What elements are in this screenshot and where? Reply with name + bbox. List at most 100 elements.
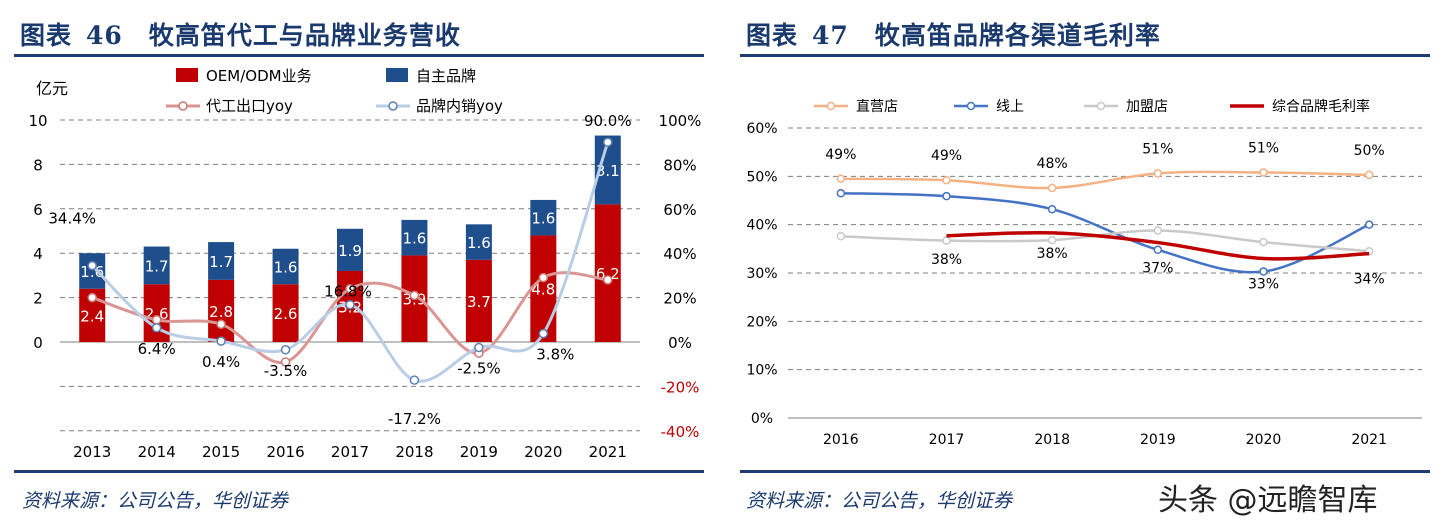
left-legend-label: 自主品牌 [416, 67, 476, 85]
right-y-tick: 10% [746, 363, 777, 379]
composite-label: 33% [1248, 277, 1279, 293]
oem-yoy-point [409, 290, 420, 301]
right-x-tick: 2019 [1140, 432, 1176, 448]
brand-yoy-point [538, 328, 549, 339]
right-y-tick: 0% [751, 411, 773, 427]
brand-yoy-label: -17.2% [388, 410, 441, 428]
composite-line [946, 230, 1370, 261]
left-y2-tick: 60% [663, 201, 696, 219]
left-x-tick: 2014 [138, 443, 176, 461]
right-y-tick: 40% [746, 218, 777, 234]
brand-bar-label: 1.9 [338, 242, 362, 260]
brand-bar [272, 248, 299, 285]
left-x-tick: 2016 [266, 443, 304, 461]
right-x-tick: 2020 [1246, 432, 1282, 448]
direct-store-point [1047, 183, 1057, 193]
direct-store-label: 51% [1142, 141, 1173, 157]
brand-bar [401, 219, 428, 256]
left-y-unit: 亿元 [36, 79, 68, 98]
left-chart: 0 2 4 6 8 10 亿元 -40% -20% 0% 20% 40% 60% 80% 100% 2013 2… [28, 67, 702, 461]
online-point [1259, 267, 1268, 276]
left-legend-marker [178, 101, 188, 111]
oem-yoy-point [216, 319, 226, 329]
right-y-tick: 60% [746, 121, 777, 137]
brand-bar [79, 253, 106, 289]
left-y-tick: 2 [33, 290, 43, 308]
oem-bar [208, 279, 235, 342]
oem-bar [465, 259, 492, 342]
brand-bar-label: 1.6 [403, 230, 427, 248]
watermark: 头条 @远瞻智库 [1158, 483, 1378, 518]
right-x-tick: 2017 [929, 432, 965, 448]
left-y2-tick: -20% [661, 378, 700, 396]
left-legend-swatch [386, 68, 408, 82]
right-x-tick: 2016 [823, 432, 859, 448]
left-y2-tick: 100% [659, 112, 702, 130]
right-panel: 图表 47 牧高笛品牌各渠道毛利率 0% 10% 20% 30% 40% 50% 60% 2016… [732, 0, 1442, 522]
brand-bar [465, 224, 492, 260]
online-point [836, 189, 846, 198]
left-bottom-rule [14, 470, 704, 473]
brand-yoy-point [409, 375, 420, 385]
brand-yoy-label: -2.5% [457, 360, 501, 378]
left-y2-tick: 20% [663, 290, 696, 308]
left-source: 资料来源：公司公告，华创证券 [22, 490, 289, 512]
composite-label: 37% [1142, 261, 1173, 277]
right-legend-marker [826, 101, 836, 111]
right-title-rule [740, 54, 1430, 57]
online-line [840, 192, 1370, 274]
oem-yoy-point [603, 275, 613, 285]
oem-bar [530, 235, 557, 342]
right-source: 资料来源：公司公告，华创证券 [746, 490, 1013, 512]
direct-store-label: 48% [1037, 156, 1068, 172]
brand-bar [337, 228, 363, 271]
oem-yoy-point [538, 272, 549, 283]
oem-yoy-point [345, 283, 355, 294]
right-x-tick: 2021 [1351, 432, 1387, 448]
brand-bar [208, 242, 235, 280]
left-legend-marker [388, 101, 398, 111]
oem-yoy-point [151, 315, 162, 325]
left-x-tick: 2019 [460, 443, 498, 461]
oem-yoy-point [280, 357, 291, 367]
oem-bar-label: 2.8 [209, 303, 233, 321]
left-x-tick: 2015 [202, 443, 240, 461]
brand-yoy-point [345, 299, 355, 310]
left-legend-label: 品牌内销yoy [416, 97, 503, 115]
left-y2-tick: 80% [663, 156, 696, 174]
brand-yoy-label: -3.5% [264, 362, 308, 380]
left-x-tick: 2017 [331, 443, 369, 461]
direct-store-point [1364, 170, 1374, 180]
left-y-tick: 4 [33, 245, 43, 263]
right-legend-marker [966, 101, 976, 111]
brand-bar-label: 1.7 [145, 257, 169, 275]
left-figure-title: 图表 46 牧高笛代工与品牌业务营收 [20, 16, 461, 52]
franchise-point [1259, 237, 1268, 247]
right-legend-label: 综合品牌毛利率 [1272, 98, 1370, 115]
right-y-tick: 20% [746, 314, 777, 330]
brand-bar-label: 1.7 [209, 253, 233, 271]
left-panel: 图表 46 牧高笛代工与品牌业务营收 0 2 4 6 8 10 亿元 -40% -20% 0% 20% 4… [0, 0, 710, 522]
brand-bar-label: 1.6 [274, 259, 298, 277]
right-y-tick: 50% [746, 169, 777, 185]
franchise-point [1047, 235, 1057, 245]
franchise-point [836, 232, 846, 241]
brand-yoy-label: 0.4% [202, 353, 240, 371]
left-title-number: 46 [86, 21, 123, 50]
online-point [1153, 245, 1163, 255]
brand-bar-label: 1.6 [467, 234, 491, 252]
left-y-tick: 10 [28, 112, 47, 130]
brand-yoy-label: 6.4% [138, 340, 176, 358]
oem-bar [594, 204, 621, 342]
left-y-tick: 6 [33, 201, 43, 219]
right-title-prefix: 图表 [746, 21, 799, 50]
brand-yoy-point [474, 342, 484, 353]
brand-bar [530, 199, 557, 236]
left-y2-tick: 0% [668, 334, 692, 352]
brand-yoy-point [280, 345, 291, 355]
right-legend-label: 线上 [996, 99, 1024, 115]
franchise-point [1153, 226, 1163, 235]
composite-label: 34% [1354, 272, 1385, 288]
direct-store-line [840, 170, 1370, 190]
left-y-tick: 8 [33, 156, 43, 174]
